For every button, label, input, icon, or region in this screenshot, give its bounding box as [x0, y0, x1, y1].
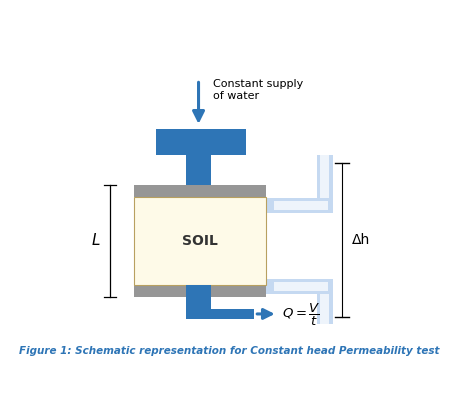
Bar — [185, 150, 212, 185]
Bar — [266, 198, 332, 213]
Text: Δh: Δh — [352, 233, 370, 247]
Text: Figure 1: Schematic representation for Constant head Permeability test: Figure 1: Schematic representation for C… — [19, 346, 440, 356]
Bar — [134, 197, 266, 285]
Text: $Q = \dfrac{V}{t}$: $Q = \dfrac{V}{t}$ — [282, 302, 320, 328]
Bar — [274, 202, 328, 210]
Bar — [185, 285, 212, 319]
Text: Constant supply
of water: Constant supply of water — [213, 79, 303, 101]
Bar — [185, 309, 254, 319]
Bar — [266, 279, 332, 294]
Text: SOIL: SOIL — [182, 234, 218, 248]
Bar — [320, 155, 329, 198]
Bar — [317, 155, 332, 213]
Bar — [156, 129, 246, 155]
Bar — [134, 285, 266, 297]
Bar — [317, 279, 332, 324]
Bar — [134, 185, 266, 197]
Bar — [274, 282, 328, 291]
Text: L: L — [92, 234, 101, 248]
Bar — [320, 294, 329, 324]
